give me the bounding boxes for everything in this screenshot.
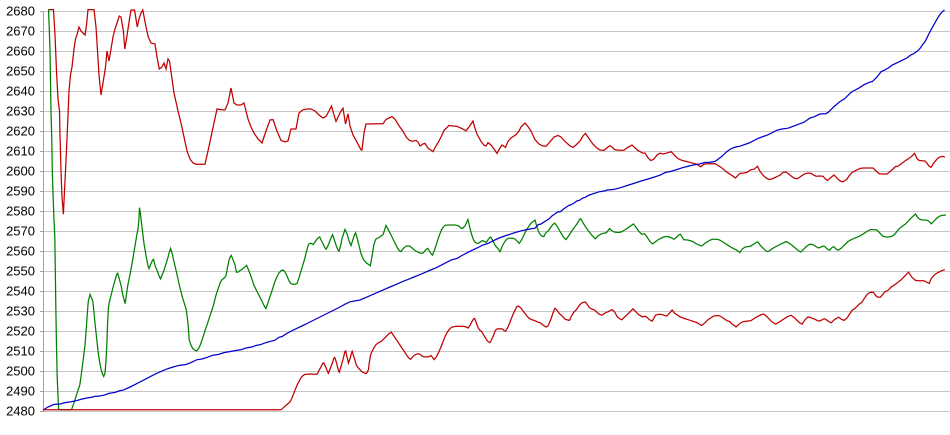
y-axis-label-2660: 2660: [6, 44, 35, 59]
y-axis-label-2640: 2640: [6, 84, 35, 99]
series-lower-band-red: [43, 269, 946, 411]
y-axis-label-2520: 2520: [6, 324, 35, 339]
y-axis-label-2490: 2490: [6, 384, 35, 399]
y-axis-label-2550: 2550: [6, 264, 35, 279]
y-axis-label-2560: 2560: [6, 244, 35, 259]
y-axis-label-2530: 2530: [6, 304, 35, 319]
y-axis-label-2620: 2620: [6, 124, 35, 139]
y-axis-label-2680: 2680: [6, 4, 35, 19]
y-axis-label-2580: 2580: [6, 204, 35, 219]
y-axis-label-2570: 2570: [6, 224, 35, 239]
y-axis-label-2500: 2500: [6, 364, 35, 379]
series-upper-band-red: [48, 8, 946, 215]
y-axis-label-2540: 2540: [6, 284, 35, 299]
y-axis-label-2510: 2510: [6, 344, 35, 359]
y-axis-label-2670: 2670: [6, 24, 35, 39]
series-cumulative-blue: [42, 9, 945, 411]
series-middle-green: [47, 9, 947, 411]
y-axis-label-2590: 2590: [6, 184, 35, 199]
y-axis-label-2630: 2630: [6, 104, 35, 119]
y-axis-label-2600: 2600: [6, 164, 35, 179]
y-axis-label-2480: 2480: [6, 404, 35, 419]
y-axis-label-2650: 2650: [6, 64, 35, 79]
y-axis-label-2610: 2610: [6, 144, 35, 159]
